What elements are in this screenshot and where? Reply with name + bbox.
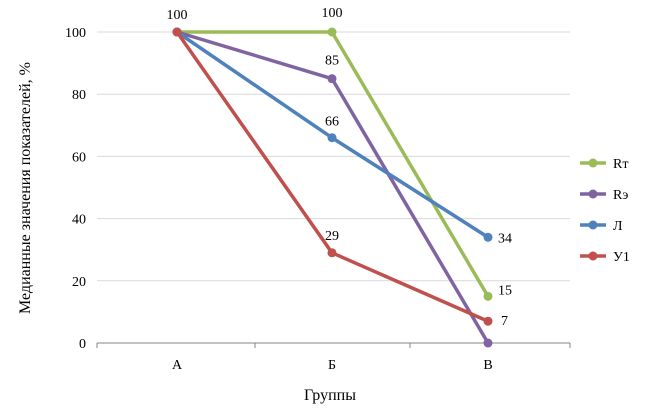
x-tick-label: В	[483, 358, 492, 373]
legend-entry: Rэ	[613, 188, 628, 203]
data-point	[483, 316, 493, 326]
data-point	[172, 27, 182, 37]
series-lines	[172, 27, 493, 348]
x-tick-label: Б	[328, 358, 336, 373]
data-label: 34	[498, 231, 512, 246]
data-point	[483, 232, 493, 242]
data-point	[327, 248, 337, 258]
x-axis-title: Группы	[304, 387, 356, 404]
legend-entry: Л	[613, 219, 623, 234]
legend-marker-0	[588, 158, 598, 168]
y-tick-label: 40	[72, 213, 86, 228]
x-tick-label: А	[172, 358, 183, 373]
legend-marker-1	[588, 189, 598, 199]
data-label: 29	[325, 229, 339, 244]
legend-marker-3	[588, 251, 598, 261]
axes: 0 20 40 60 80 100 А Б В	[65, 26, 571, 373]
y-axis-title: Медианные значения показателей, %	[17, 62, 34, 314]
data-label: 100	[322, 6, 343, 21]
data-point	[327, 133, 337, 143]
legend-entry: Rт	[613, 157, 628, 172]
data-label: 7	[501, 314, 508, 329]
y-tick-label: 80	[72, 88, 86, 103]
data-label: 66	[325, 115, 339, 130]
data-point	[327, 74, 337, 84]
legend: Rт Rэ Л У1	[580, 157, 630, 265]
y-tick-label: 100	[65, 26, 86, 41]
data-label: 100	[167, 8, 188, 23]
legend-marker-2	[588, 220, 598, 230]
data-labels: 100 15 85 66 34 100 29 7	[167, 6, 513, 329]
y-tick-label: 20	[72, 275, 86, 290]
data-point	[483, 338, 493, 348]
data-point	[327, 27, 337, 37]
data-label: 85	[325, 54, 339, 69]
y-tick-label: 60	[72, 150, 86, 165]
y-tick-label: 0	[79, 337, 86, 352]
data-label: 15	[498, 283, 512, 298]
data-point	[483, 291, 493, 301]
legend-entry: У1	[613, 250, 630, 265]
